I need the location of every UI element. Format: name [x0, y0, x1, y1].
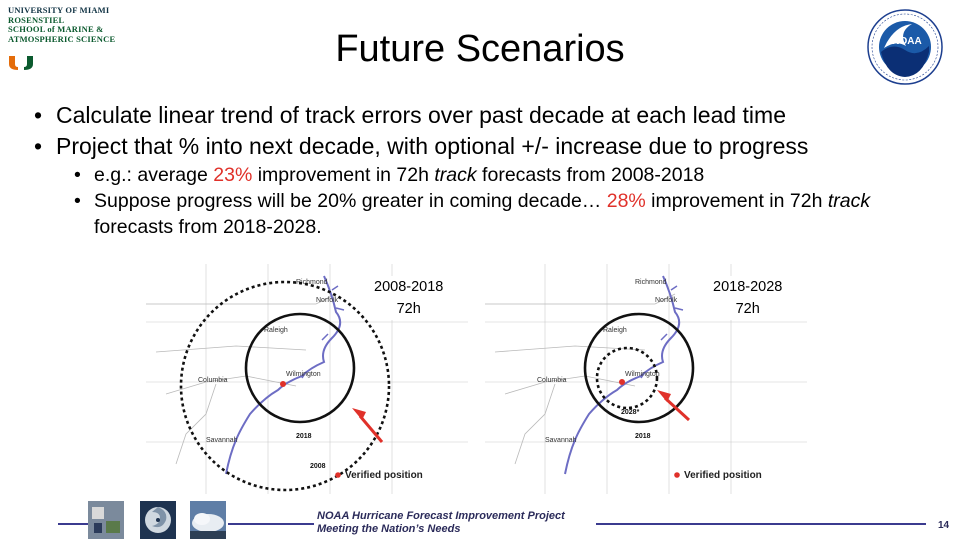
- city-norfolk-right: Norfolk: [655, 297, 678, 304]
- circle-label-2028-right: 2028*: [621, 409, 640, 416]
- sub-bullet-1-percent: 23%: [213, 164, 253, 186]
- um-line-2: ROSENSTIEL: [8, 14, 65, 25]
- um-u-icon: [9, 56, 33, 70]
- city-wilmington-left: Wilmington: [286, 371, 321, 378]
- verified-position-marker-left: [280, 381, 286, 387]
- sub-bullet-2-track: track: [827, 190, 871, 212]
- map-2018-2028: Richmond Norfolk Raleigh Columbia Wilmin…: [485, 264, 807, 494]
- storm-cloud-image-icon: [190, 501, 226, 539]
- footer-rule-right: [596, 523, 926, 525]
- bullet-list: Calculate linear trend of track errors o…: [34, 100, 934, 240]
- satellite-image-icon: [88, 501, 124, 539]
- city-wilmington-right: Wilmington: [625, 371, 660, 378]
- footer-line-2: Meeting the Nation’s Needs: [317, 523, 461, 535]
- um-line-1: UNIVERSITY OF MIAMI: [8, 5, 110, 15]
- city-norfolk-left: Norfolk: [316, 297, 339, 304]
- footer-rule-left: [58, 523, 94, 525]
- footer-thumbnail-1: [88, 501, 124, 539]
- sub-bullet-1-text-end: forecasts from 2008-2018: [476, 164, 705, 186]
- city-raleigh-left: Raleigh: [264, 327, 288, 334]
- legend-label-left: Verified position: [345, 470, 423, 481]
- map-left-lead: 72h: [396, 301, 421, 317]
- circle-label-2018-right: 2018: [635, 433, 651, 440]
- sub-bullet-2-text-mid: improvement in 72h: [645, 190, 828, 212]
- map-right-lead: 72h: [735, 301, 760, 317]
- bullet-1: Calculate linear trend of track errors o…: [34, 100, 934, 131]
- map-left-label: 2008-2018 72h: [372, 276, 446, 320]
- error-arrow-right: [663, 396, 691, 422]
- bullet-2: Project that % into next decade, with op…: [34, 131, 934, 162]
- sub-bullet-2-text-end: forecasts from 2018-2028.: [94, 216, 322, 238]
- sub-bullet-2-text: Suppose progress will be 20% greater in …: [94, 190, 607, 212]
- sub-bullet-2-percent: 28%: [606, 190, 646, 212]
- map-2008-2018: Richmond Norfolk Raleigh Columbia Wilmin…: [146, 264, 468, 494]
- city-savannah-right: Savannah: [545, 437, 577, 444]
- um-line-4: ATMOSPHERIC SCIENCE: [8, 33, 116, 44]
- sub-bullet-1-track: track: [434, 164, 477, 186]
- legend-marker-left: [335, 472, 341, 478]
- city-savannah-left: Savannah: [206, 437, 238, 444]
- verified-position-marker-right: [619, 379, 625, 385]
- footer-rule-middle: [228, 523, 314, 525]
- noaa-emblem-icon: NOAA: [867, 9, 943, 85]
- page-number: 14: [938, 520, 950, 531]
- hurricane-image-icon: [140, 501, 176, 539]
- error-arrow-left: [358, 415, 384, 443]
- sub-bullet-1: e.g.: average 23% improvement in 72h tra…: [74, 162, 934, 188]
- sub-bullet-1-text: e.g.: average: [94, 164, 214, 186]
- circle-label-2008-left: 2008: [310, 463, 326, 470]
- sub-bullet-1-text-mid: improvement in 72h: [252, 164, 435, 186]
- footer-line-1: NOAA Hurricane Forecast Improvement Proj…: [317, 510, 565, 522]
- city-raleigh-right: Raleigh: [603, 327, 627, 334]
- footer-thumbnail-2: [140, 501, 176, 539]
- map-right-label: 2018-2028 72h: [711, 276, 785, 320]
- city-richmond-left: Richmond: [296, 279, 328, 286]
- city-richmond-right: Richmond: [635, 279, 667, 286]
- city-columbia-left: Columbia: [198, 377, 228, 384]
- footer-project-text: NOAA Hurricane Forecast Improvement Proj…: [317, 510, 565, 536]
- um-line-3: SCHOOL of MARINE &: [8, 24, 104, 34]
- slide-title: Future Scenarios: [335, 28, 625, 70]
- legend-label-right: Verified position: [684, 470, 762, 481]
- sub-bullet-2: Suppose progress will be 20% greater in …: [74, 188, 934, 240]
- city-columbia-right: Columbia: [537, 377, 567, 384]
- map-left-period: 2008-2018: [374, 279, 444, 295]
- legend-marker-right: [674, 472, 680, 478]
- footer-thumbnail-3: [190, 501, 226, 539]
- circle-label-2018-left: 2018: [296, 433, 312, 440]
- noaa-logo: NOAA: [866, 8, 944, 86]
- university-of-miami-logo: UNIVERSITY OF MIAMI ROSENSTIEL SCHOOL of…: [8, 5, 126, 70]
- map-right-period: 2018-2028: [713, 279, 783, 295]
- noaa-logo-text: NOAA: [892, 36, 921, 47]
